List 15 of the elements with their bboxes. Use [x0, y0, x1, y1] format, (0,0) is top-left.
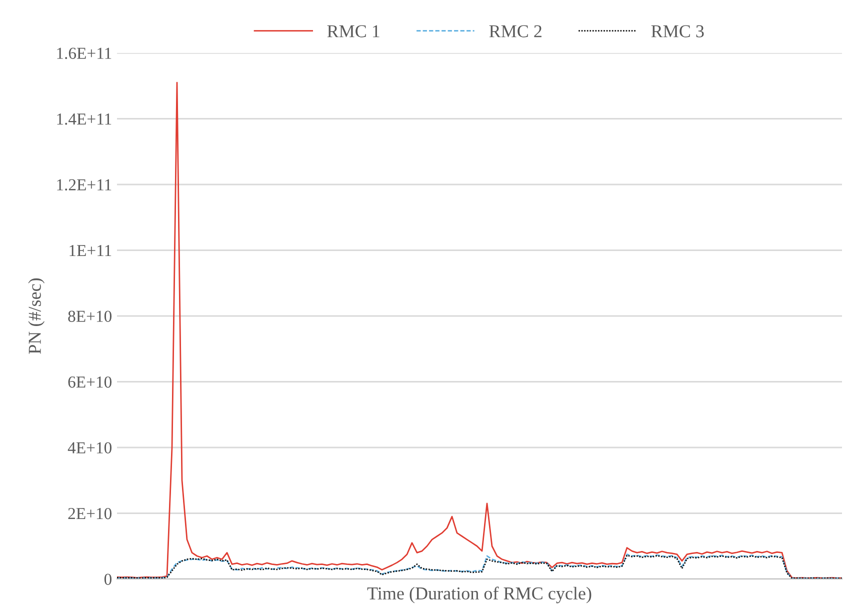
legend-label: RMC 3	[651, 25, 704, 38]
legend-label: RMC 2	[489, 25, 542, 38]
y-tick-label: 1.4E+11	[57, 114, 112, 125]
x-axis-title: Time (Duration of RMC cycle)	[367, 586, 592, 604]
y-tick-label: 4E+10	[68, 442, 112, 454]
legend-label: RMC 1	[327, 25, 380, 38]
y-tick-label: 2E+10	[68, 508, 112, 520]
y-tick-label: 8E+10	[68, 310, 112, 322]
y-axis-title: PN (#/sec)	[28, 278, 45, 354]
y-tick-label: 1.2E+11	[57, 179, 112, 191]
y-tick-label: 0	[104, 574, 112, 585]
y-tick-label: 1E+11	[70, 245, 112, 256]
line-series	[117, 82, 842, 579]
y-tick-label: 6E+10	[68, 376, 112, 388]
y-tick-label: 1.6E+11	[57, 48, 112, 60]
